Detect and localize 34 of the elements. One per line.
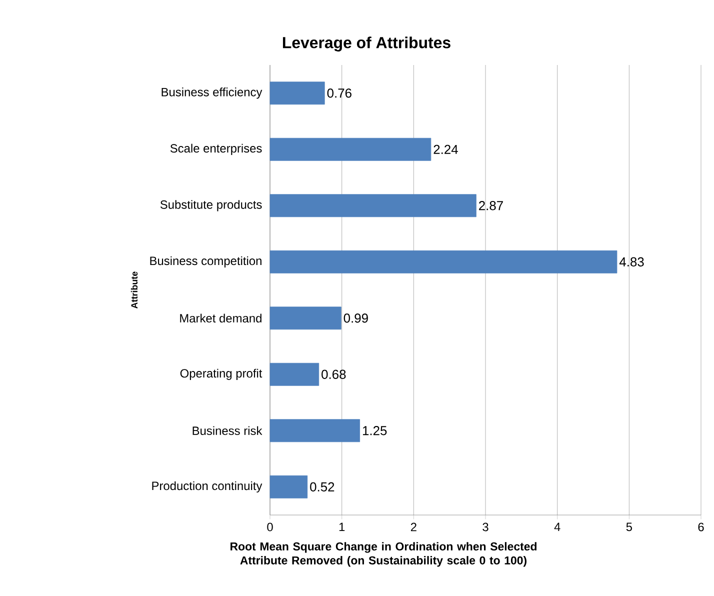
bar [270, 306, 342, 330]
bar [270, 194, 476, 218]
x-tick-label: 6 [698, 522, 704, 532]
data-label: 4.83 [619, 257, 644, 266]
x-tick-label: 0 [267, 522, 273, 532]
y-tick-label: Scale enterprises [170, 144, 262, 155]
y-tick-label: Business risk [192, 426, 262, 436]
y-tick-label: Business efficiency [162, 88, 262, 99]
data-label: 0.76 [327, 88, 352, 98]
bar [270, 138, 432, 161]
data-label: 0.52 [310, 482, 334, 492]
bar [270, 362, 320, 386]
data-label: 0.99 [344, 314, 368, 323]
y-tick-label: Production continuity [152, 481, 262, 492]
x-tick-label: 2 [410, 522, 416, 532]
bar [270, 250, 618, 274]
data-label: 2.24 [434, 144, 458, 154]
data-label: 1.25 [362, 426, 387, 436]
y-axis-title: Attribute [130, 272, 138, 308]
bar [270, 419, 360, 442]
x-tick-label: 5 [626, 522, 632, 532]
x-tick-label: 4 [554, 522, 560, 531]
x-axis-title: Root Mean Square Change in Ordination when Selected Attribute Removed (on Sustainability scale 0 to 100) [230, 542, 536, 567]
chart-title: Leverage of Attributes [282, 36, 450, 52]
data-label: 0.68 [322, 370, 346, 379]
x-tick-label: 3 [482, 522, 488, 532]
y-tick-label: Substitute products [160, 200, 262, 212]
y-tick-label: Market demand [180, 314, 262, 323]
bar [270, 475, 308, 498]
y-tick-label: Business competition [150, 256, 262, 268]
x-tick-label: 1 [339, 522, 345, 531]
bar [270, 82, 325, 105]
y-tick-label: Operating profit [180, 368, 262, 380]
data-label: 2.87 [479, 201, 503, 210]
